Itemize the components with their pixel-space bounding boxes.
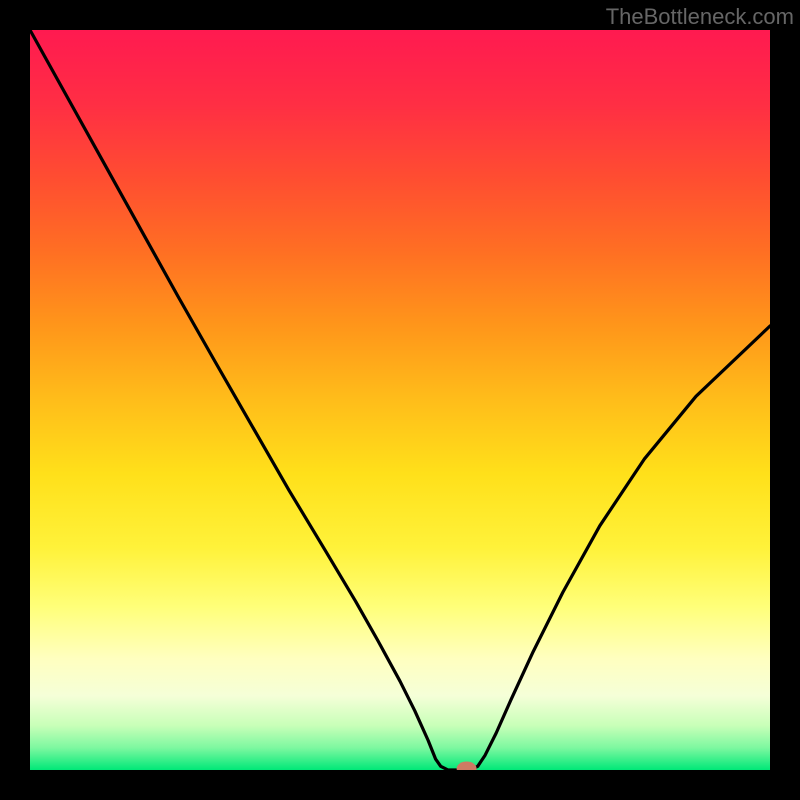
chart-background	[30, 30, 770, 770]
chart-container: TheBottleneck.com	[0, 0, 800, 800]
bottleneck-chart	[0, 0, 800, 800]
watermark-text: TheBottleneck.com	[606, 4, 794, 30]
